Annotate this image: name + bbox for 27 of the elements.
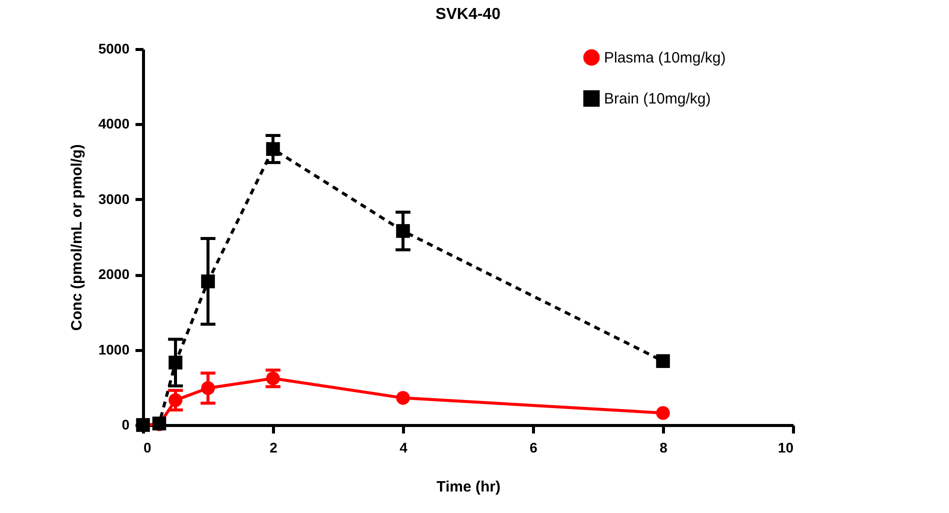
y-tick-label: 5000 [98,40,130,56]
y-tick-label: 3000 [98,190,130,207]
point [396,391,410,405]
x-tick-label: 0 [144,440,152,456]
point [266,142,280,156]
point [396,224,410,238]
point [168,356,182,370]
x-axis-title: Time (hr) [436,478,500,496]
y-tick-label: 2000 [98,266,130,282]
y-tick-label: 4000 [98,116,130,132]
x-tick-label: 10 [778,440,794,456]
y-axis-title: Conc (pmol/mL or pmol/g) [68,144,86,331]
point [266,372,280,386]
x-tick-label: 2 [270,440,278,456]
y-tick-label: 1000 [98,341,130,358]
y-tick-label: 0 [122,416,130,432]
x-tick-label: 4 [400,440,408,456]
point [656,354,670,368]
point [656,406,670,420]
x-tick-label: 6 [530,440,538,456]
chart-title: SVK4-40 [436,6,501,23]
point [201,381,215,396]
point [201,274,215,288]
x-tick-label: 8 [660,440,668,456]
legend-label: Plasma (10mg/kg) [604,50,726,66]
point [168,393,182,408]
legend-label: Brain (10mg/kg) [604,90,711,108]
